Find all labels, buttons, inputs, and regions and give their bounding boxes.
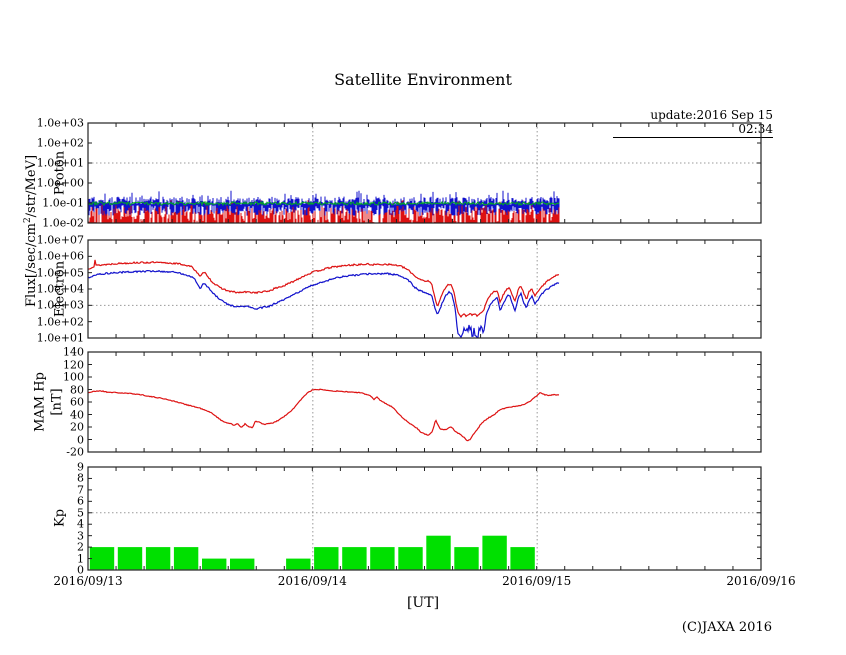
x-tick-label: 2016/09/13 [53, 574, 123, 588]
kp-panel [88, 467, 761, 570]
kp-bar [510, 547, 535, 570]
mam-ytick-label: 140 [63, 345, 84, 359]
mam-ytick-label: 120 [63, 358, 84, 371]
kp-bar [89, 547, 115, 570]
kp-bar [202, 558, 227, 570]
x-tick-label: 2016/09/14 [277, 574, 347, 588]
kp-bar [117, 547, 143, 570]
kp-ytick-label: 5 [77, 506, 84, 520]
mam-panel [312, 352, 538, 452]
proton-ytick-label: 1.0e-02 [42, 216, 84, 230]
electron-panel-border [87, 239, 762, 339]
proton-ytick-label: 1.0e+02 [36, 136, 84, 150]
mam-ytick-label: 100 [63, 370, 84, 384]
kp-ytick-label: 8 [77, 471, 84, 485]
mam-ytick-label: 20 [70, 420, 84, 434]
kp-ytick-label: 9 [77, 460, 84, 474]
mam-panel-border [87, 351, 762, 453]
kp-ytick-label: 4 [77, 517, 84, 531]
electron-ytick-label: 1.0e+07 [36, 233, 84, 247]
proton-panel [88, 123, 761, 223]
mam-ytick-label: -20 [66, 445, 84, 459]
kp-ytick-label: 1 [77, 552, 84, 566]
electron-ytick-label: 1.0e+05 [36, 266, 84, 280]
kp-bar [173, 547, 199, 570]
kp-ytick-label: 6 [77, 494, 84, 508]
electron-panel [88, 240, 761, 338]
mam-hp-series [87, 388, 560, 442]
mam-panel-label: MAM Hp [32, 372, 48, 432]
x-tick-label: 2016/09/16 [726, 574, 796, 588]
kp-bar [230, 558, 255, 570]
copyright: (C)JAXA 2016 [681, 620, 772, 635]
kp-bar [398, 547, 423, 570]
kp-ytick-label: 7 [77, 483, 84, 497]
kp-ytick-label: 3 [77, 529, 84, 543]
mam-unit-label: [nT] [49, 388, 65, 416]
proton-ytick-label: 1.0e+03 [36, 116, 84, 130]
kp-bar [314, 547, 339, 570]
kp-ytick-label: 2 [77, 540, 84, 554]
mam-ytick-label: 40 [70, 408, 84, 421]
kp-bar [454, 547, 479, 570]
electron-blue-series [87, 269, 560, 339]
electron-ytick-label: 1.0e+03 [36, 298, 84, 312]
electron-ytick-label: 1.0e+06 [36, 249, 84, 263]
update-timestamp: update:2016 Sep 15 02:34 [613, 108, 773, 138]
x-tick-label: 2016/09/15 [502, 574, 572, 588]
kp-ytick-label: 0 [77, 563, 84, 577]
x-axis-label: [UT] [406, 595, 440, 611]
mam-ytick-label: 60 [70, 395, 84, 409]
kp-bar [426, 535, 451, 570]
kp-panel-label: Kp [52, 508, 68, 528]
proton-ytick-label: 1.0e+00 [36, 176, 84, 190]
proton-green-series [88, 200, 560, 207]
kp-bar [145, 547, 171, 570]
proton-ytick-label: 1.0e-01 [42, 196, 84, 210]
kp-bar [482, 535, 507, 570]
mam-ytick-label: 80 [70, 383, 84, 396]
electron-ytick-label: 1.0e+02 [36, 315, 84, 329]
electron-ytick-label: 1.0e+04 [36, 282, 84, 296]
kp-bar [370, 547, 395, 570]
page-title: Satellite Environment [334, 70, 512, 89]
proton-ytick-label: 1.0e+01 [36, 156, 84, 170]
mam-ytick-label: 0 [77, 433, 84, 446]
electron-red-series [87, 259, 560, 318]
kp-bar [342, 547, 367, 570]
kp-bar [286, 558, 311, 570]
electron-ytick-label: 1.0e+01 [36, 331, 84, 345]
